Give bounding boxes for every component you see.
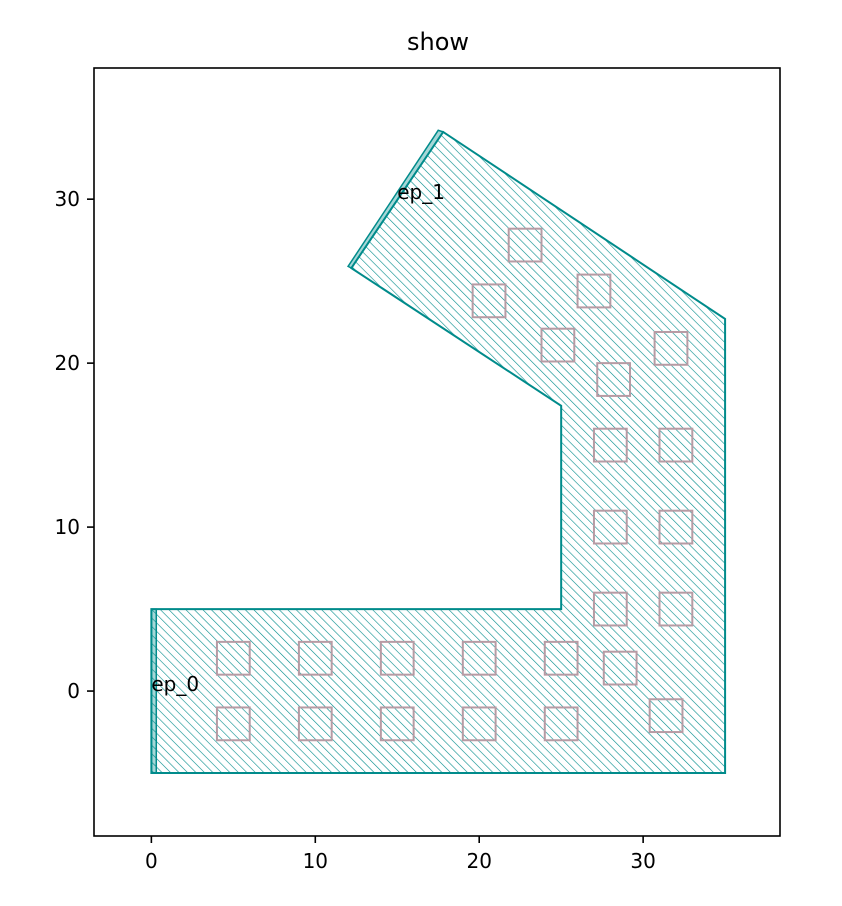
x-tick-label: 20: [466, 849, 491, 873]
square: [379, 706, 415, 742]
square: [379, 640, 415, 676]
x-tick-label: 10: [303, 849, 328, 873]
square: [658, 591, 694, 627]
y-tick-label: 20: [55, 351, 80, 375]
square: [297, 640, 333, 676]
square: [215, 640, 251, 676]
shape: [150, 130, 727, 775]
square: [658, 427, 694, 463]
square: [596, 362, 632, 397]
square: [576, 273, 612, 309]
square: [471, 283, 507, 319]
end-strip: [150, 608, 158, 774]
end-strip: [346, 129, 445, 269]
y-tick-label: 10: [55, 515, 80, 539]
square: [543, 640, 579, 676]
square: [592, 427, 628, 463]
square: [648, 698, 684, 734]
square: [543, 706, 579, 742]
square: [540, 327, 576, 363]
y-tick-label: 0: [67, 679, 80, 703]
end-label: ep_0: [151, 672, 199, 696]
square: [602, 650, 638, 686]
square: [461, 706, 497, 742]
square: [461, 640, 497, 676]
square: [653, 330, 689, 366]
square: [297, 706, 333, 742]
square: [215, 706, 251, 742]
square: [592, 509, 628, 545]
y-tick-label: 30: [55, 187, 80, 211]
square: [592, 591, 628, 627]
plot-frame: [93, 67, 781, 837]
chart-title: show: [407, 28, 469, 56]
x-tick-label: 0: [145, 849, 158, 873]
x-tick-label: 30: [630, 849, 655, 873]
end-label: ep_1: [397, 180, 445, 204]
square: [658, 509, 694, 545]
square: [507, 227, 543, 263]
